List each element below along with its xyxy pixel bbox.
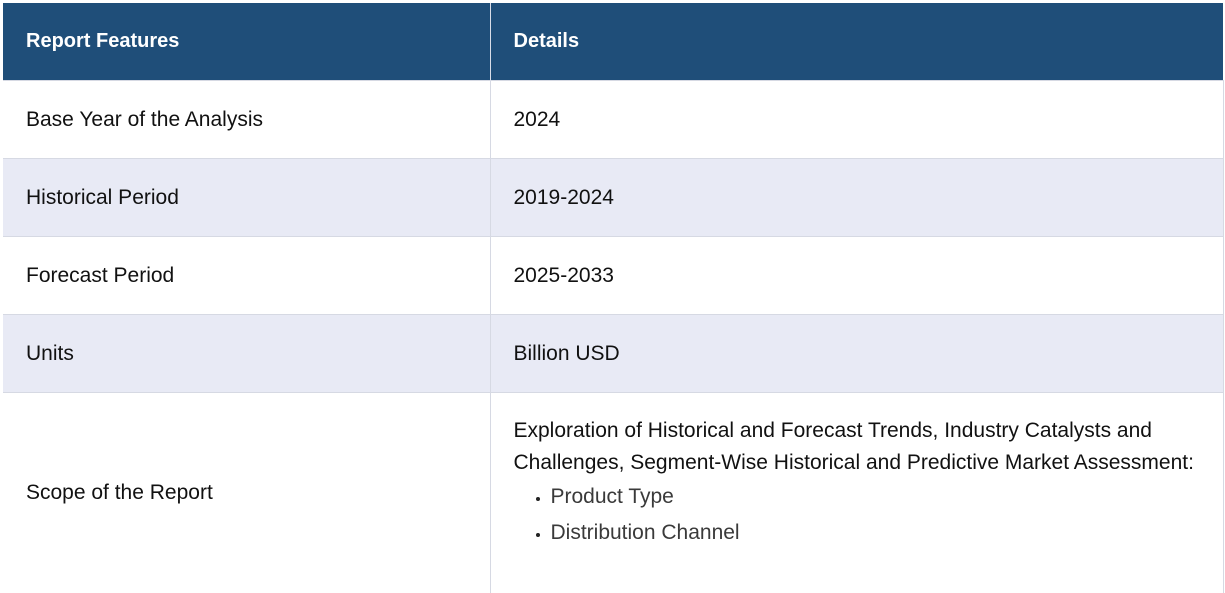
scope-list-item: Product Type <box>551 479 1203 515</box>
report-features-table: Report Features Details Base Year of the… <box>3 3 1224 593</box>
feature-cell: Units <box>3 315 490 393</box>
scope-list: Product Type Distribution Channel <box>514 479 1203 551</box>
detail-cell: Billion USD <box>490 315 1223 393</box>
feature-cell: Historical Period <box>3 159 490 237</box>
table-header-row: Report Features Details <box>3 3 1223 81</box>
feature-cell: Base Year of the Analysis <box>3 81 490 159</box>
feature-cell: Scope of the Report <box>3 393 490 593</box>
scope-description: Exploration of Historical and Forecast T… <box>514 415 1203 479</box>
detail-cell: 2025-2033 <box>490 237 1223 315</box>
scope-detail-cell: Exploration of Historical and Forecast T… <box>490 393 1223 593</box>
table-row-scope: Scope of the Report Exploration of Histo… <box>3 393 1223 593</box>
feature-cell: Forecast Period <box>3 237 490 315</box>
table-row: Units Billion USD <box>3 315 1223 393</box>
table-row: Forecast Period 2025-2033 <box>3 237 1223 315</box>
column-header-report-features: Report Features <box>3 3 490 81</box>
column-header-details: Details <box>490 3 1223 81</box>
table-row: Historical Period 2019-2024 <box>3 159 1223 237</box>
detail-cell: 2019-2024 <box>490 159 1223 237</box>
scope-list-item: Distribution Channel <box>551 515 1203 551</box>
detail-cell: 2024 <box>490 81 1223 159</box>
table-row: Base Year of the Analysis 2024 <box>3 81 1223 159</box>
